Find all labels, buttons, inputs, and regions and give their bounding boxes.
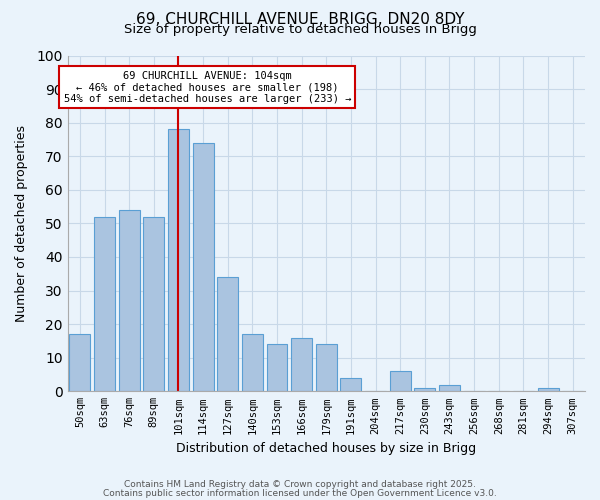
Bar [538, 388, 559, 392]
Text: Contains HM Land Registry data © Crown copyright and database right 2025.: Contains HM Land Registry data © Crown c… [124, 480, 476, 489]
Bar [415, 388, 436, 392]
Bar [94, 216, 115, 392]
Bar [193, 143, 214, 392]
Bar [143, 216, 164, 392]
Text: 69 CHURCHILL AVENUE: 104sqm
← 46% of detached houses are smaller (198)
54% of se: 69 CHURCHILL AVENUE: 104sqm ← 46% of det… [64, 70, 351, 104]
X-axis label: Distribution of detached houses by size in Brigg: Distribution of detached houses by size … [176, 442, 476, 455]
Bar [390, 371, 410, 392]
Bar [119, 210, 140, 392]
Bar [70, 334, 91, 392]
Y-axis label: Number of detached properties: Number of detached properties [15, 125, 28, 322]
Bar [266, 344, 287, 392]
Bar [168, 130, 189, 392]
Bar [316, 344, 337, 392]
Bar [439, 384, 460, 392]
Bar [291, 338, 312, 392]
Text: Contains public sector information licensed under the Open Government Licence v3: Contains public sector information licen… [103, 488, 497, 498]
Bar [340, 378, 361, 392]
Text: 69, CHURCHILL AVENUE, BRIGG, DN20 8DY: 69, CHURCHILL AVENUE, BRIGG, DN20 8DY [136, 12, 464, 28]
Text: Size of property relative to detached houses in Brigg: Size of property relative to detached ho… [124, 22, 476, 36]
Bar [242, 334, 263, 392]
Bar [217, 277, 238, 392]
